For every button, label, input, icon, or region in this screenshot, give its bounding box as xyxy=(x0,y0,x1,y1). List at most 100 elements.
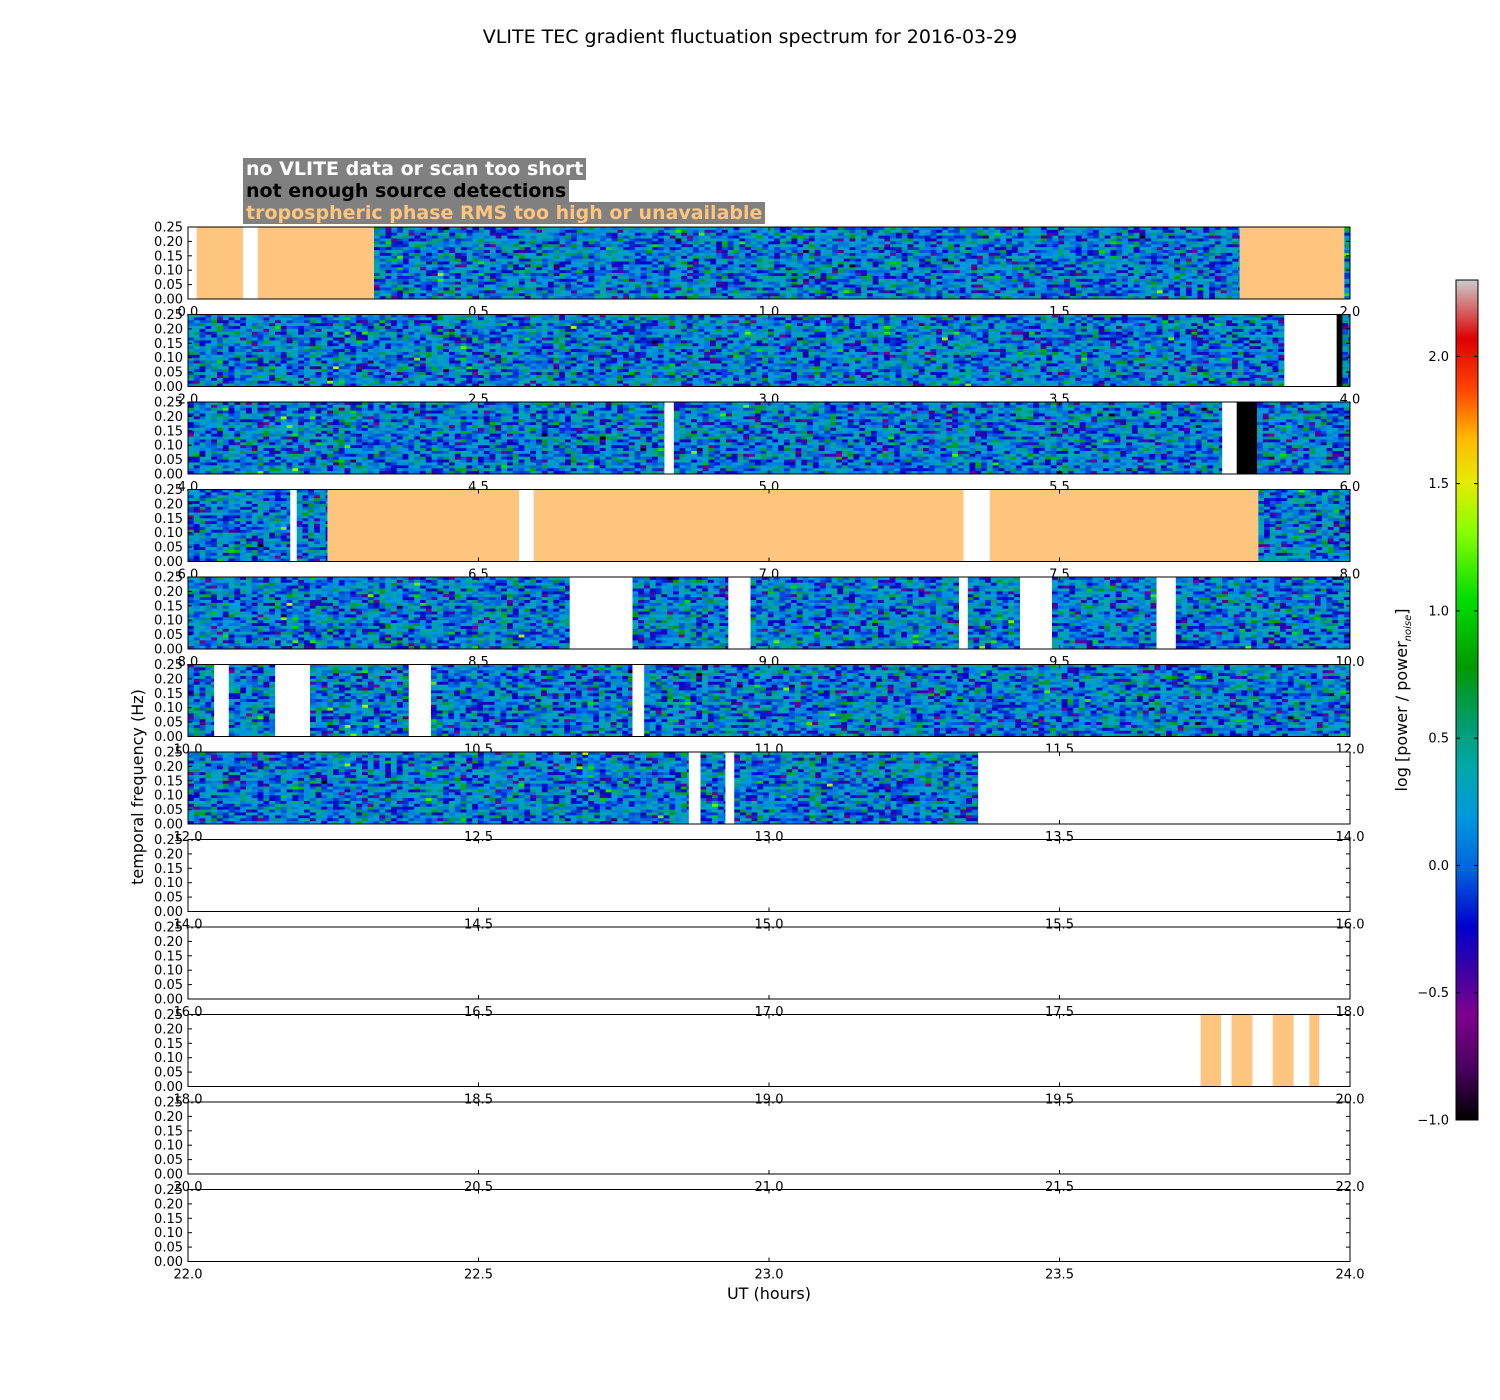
y-tick-label: 0.25 xyxy=(154,221,183,236)
flag-no-data xyxy=(664,402,673,474)
spectrum-segment xyxy=(1052,577,1157,649)
flag-few-sources xyxy=(1237,402,1257,474)
colorbar-tick-label: 1.0 xyxy=(1428,604,1449,619)
flag-no-data xyxy=(978,752,1350,824)
flag-no-data xyxy=(1284,315,1336,387)
spectrum-segment xyxy=(968,577,1021,649)
y-tick-label: 0.25 xyxy=(154,396,183,411)
x-tick-label: 22.5 xyxy=(464,1268,493,1283)
y-tick-label: 0.20 xyxy=(154,235,183,250)
colorbar-label: log [power / powernoise] xyxy=(1392,608,1414,791)
flag-tropo xyxy=(990,490,1258,562)
y-tick-label: 0.15 xyxy=(154,512,183,527)
heatmap-panels: 0.000.050.100.150.200.250.0 0.5 1.0 1.5 2.00… xyxy=(154,221,1364,1283)
panel-2: 0.000.050.100.150.200.252.0 2.5 3.0 3.5 4.0 xyxy=(154,308,1360,408)
panel-4: 0.000.050.100.150.200.256.0 6.5 7.0 7.5 8.0 xyxy=(154,483,1360,583)
flag-tropo xyxy=(258,227,374,299)
colorbar-label-main: log [power / power xyxy=(1392,641,1411,792)
chart-title: VLITE TEC gradient fluctuation spectrum … xyxy=(483,26,1017,48)
y-tick-label: 0.20 xyxy=(154,672,183,687)
y-tick-label: 0.20 xyxy=(154,497,183,512)
y-tick-label: 0.10 xyxy=(154,264,183,279)
flag-no-data xyxy=(214,665,229,737)
y-tick-label: 0.15 xyxy=(154,1212,183,1227)
flag-no-data xyxy=(728,577,750,649)
flag-tropo xyxy=(327,490,519,562)
y-tick-label: 0.15 xyxy=(154,599,183,614)
flag-no-data xyxy=(409,665,431,737)
y-tick-label: 0.25 xyxy=(154,1183,183,1198)
spectrum-segment xyxy=(310,665,409,737)
y-tick-label: 0.25 xyxy=(154,308,183,323)
spectrum-segment xyxy=(1258,490,1350,562)
colorbar-scale xyxy=(1456,280,1478,1120)
y-tick-label: 0.25 xyxy=(154,1096,183,1111)
panel-frame xyxy=(188,927,1350,999)
flag-tropo xyxy=(1240,227,1345,299)
y-tick-label: 0.05 xyxy=(154,453,183,468)
y-tick-label: 0.20 xyxy=(154,1197,183,1212)
y-tick-label: 0.10 xyxy=(154,351,183,366)
spectrum-segment xyxy=(1257,402,1350,474)
spectrum-segment xyxy=(431,665,633,737)
colorbar: −1.0−0.50.00.51.01.52.0 log [power / pow… xyxy=(1392,280,1478,1129)
spectrum-segment xyxy=(229,665,276,737)
legend-entry-tropo: tropospheric phase RMS too high or unava… xyxy=(243,202,765,224)
spectrum-segment xyxy=(750,577,959,649)
y-tick-label: 0.05 xyxy=(154,628,183,643)
spectrum-segment xyxy=(188,315,1285,387)
y-tick-label: 0.15 xyxy=(154,249,183,264)
y-tick-label: 0.20 xyxy=(154,760,183,775)
y-tick-label: 0.25 xyxy=(154,833,183,848)
legend-entry-few-sources: not enough source detections xyxy=(243,180,569,202)
spectrum-segment xyxy=(1344,227,1350,299)
y-tick-label: 0.15 xyxy=(154,1037,183,1052)
flag-tropo xyxy=(1231,1015,1252,1087)
y-tick-label: 0.20 xyxy=(154,935,183,950)
y-tick-label: 0.25 xyxy=(154,571,183,586)
panel-frame xyxy=(188,840,1350,912)
y-tick-label: 0.10 xyxy=(154,1051,183,1066)
y-tick-label: 0.15 xyxy=(154,862,183,877)
y-tick-label: 0.05 xyxy=(154,716,183,731)
flag-no-data xyxy=(275,665,310,737)
colorbar-tick-label: 2.0 xyxy=(1428,350,1449,365)
flag-no-data xyxy=(964,490,990,562)
colorbar-tick-label: −0.5 xyxy=(1417,986,1449,1001)
y-tick-label: 0.15 xyxy=(154,1124,183,1139)
y-tick-label: 0.20 xyxy=(154,585,183,600)
y-tick-label: 0.10 xyxy=(154,614,183,629)
legend-entry-no-data: no VLITE data or scan too short xyxy=(243,158,586,180)
flag-few-sources xyxy=(1337,315,1343,387)
y-tick-label: 0.15 xyxy=(154,774,183,789)
spectrum-segment xyxy=(632,577,728,649)
spectrum-segment xyxy=(1342,315,1350,387)
flag-tropo xyxy=(1201,1015,1221,1087)
y-tick-label: 0.05 xyxy=(154,978,183,993)
y-tick-label: 0.25 xyxy=(154,658,183,673)
flag-tropo xyxy=(1309,1015,1319,1087)
colorbar-tick-label: 1.5 xyxy=(1428,477,1449,492)
y-tick-label: 0.10 xyxy=(154,964,183,979)
colorbar-label-subscript: noise xyxy=(1403,615,1414,642)
panel-5: 0.000.050.100.150.200.258.0 8.5 9.0 9.5 10.0 xyxy=(154,571,1364,671)
spectrum-segment xyxy=(188,577,570,649)
panel-frame xyxy=(188,1190,1350,1262)
flag-no-data xyxy=(1222,402,1237,474)
y-tick-label: 0.25 xyxy=(154,746,183,761)
spectrum-segment xyxy=(188,752,689,824)
y-tick-label: 0.15 xyxy=(154,424,183,439)
colorbar-tick-label: 0.5 xyxy=(1428,732,1449,747)
y-tick-label: 0.20 xyxy=(154,1110,183,1125)
x-tick-label: 23.5 xyxy=(1045,1268,1074,1283)
flag-no-data xyxy=(290,490,296,562)
y-tick-label: 0.05 xyxy=(154,366,183,381)
flag-no-data xyxy=(632,665,644,737)
flag-no-data xyxy=(243,227,258,299)
y-tick-label: 0.10 xyxy=(154,701,183,716)
spectrum-segment xyxy=(700,752,725,824)
spectrum-segment xyxy=(674,402,1223,474)
